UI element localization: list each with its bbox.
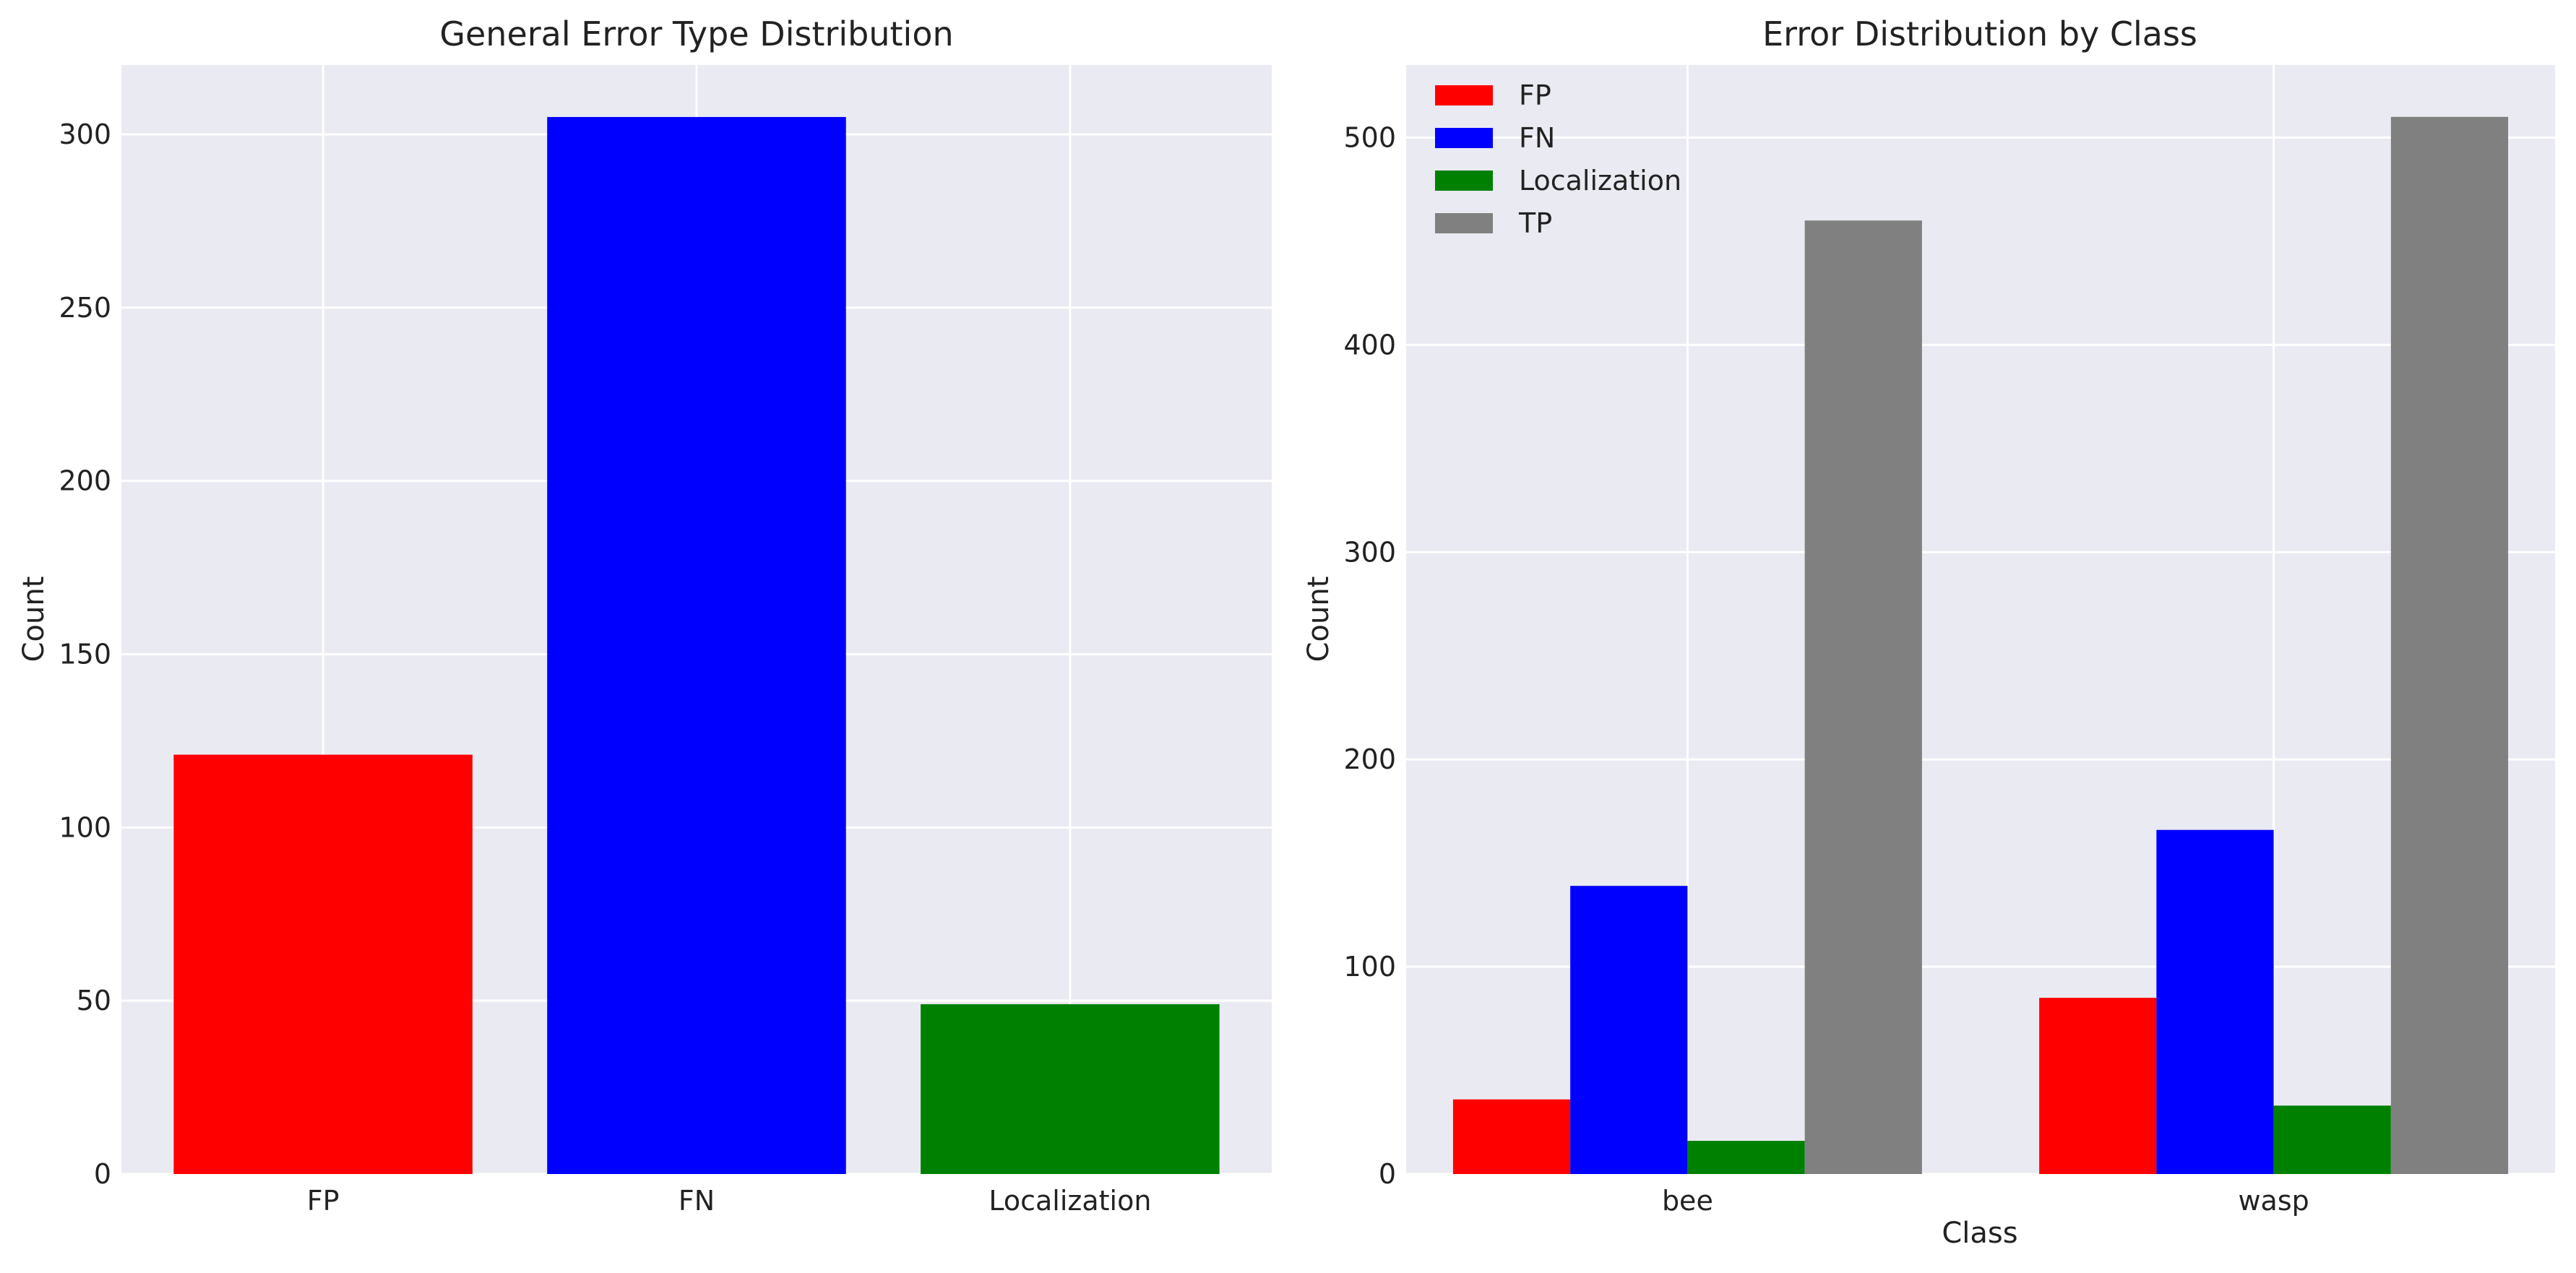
legend-label-fn: FN (1519, 122, 1555, 154)
bar-wasp-fp (2039, 998, 2157, 1174)
legend: FP FN Localization TP (1435, 79, 1681, 239)
bar-bee-localization (1687, 1141, 1805, 1174)
bar-wasp-tp (2390, 116, 2509, 1174)
y-tick-label: 150 (59, 638, 111, 670)
legend-label-localization: Localization (1519, 165, 1681, 197)
y-tick-labels: 0 50 100 150 200 250 300 (59, 118, 111, 1190)
chart-title: General Error Type Distribution (439, 14, 953, 53)
chart-title: Error Distribution by Class (1762, 14, 2197, 53)
chart-error-by-class: Error Distribution by Class 0 100 200 300 40… (1302, 14, 2555, 1250)
x-tick-label-fp: FP (307, 1185, 340, 1217)
bar-localization (921, 1004, 1220, 1174)
y-tick-label: 300 (59, 118, 111, 150)
y-axis-label: Count (17, 577, 51, 663)
x-tick-label-fn: FN (679, 1185, 715, 1217)
y-axis-label: Count (1302, 577, 1335, 663)
x-tick-label-bee: bee (1662, 1185, 1713, 1217)
y-tick-label: 200 (1343, 743, 1396, 775)
bar-wasp-fn (2156, 829, 2274, 1174)
y-tick-label: 200 (59, 465, 111, 497)
legend-swatch-fp (1435, 85, 1493, 105)
x-tick-labels: bee wasp (1662, 1185, 2309, 1217)
x-tick-label-wasp: wasp (2238, 1185, 2309, 1217)
legend-label-tp: TP (1518, 207, 1552, 239)
x-tick-labels: FP FN Localization (307, 1185, 1152, 1217)
bar-bee-fp (1452, 1099, 1571, 1174)
bar-fp (173, 754, 473, 1174)
y-tick-label: 400 (1343, 329, 1396, 361)
x-tick-label-localization: Localization (988, 1185, 1151, 1217)
y-tick-labels: 0 100 200 300 400 500 (1343, 121, 1396, 1190)
y-tick-label: 250 (59, 292, 111, 324)
y-tick-label: 500 (1343, 121, 1396, 153)
bar-wasp-localization (2273, 1105, 2391, 1174)
y-tick-label: 100 (1343, 951, 1396, 983)
bar-bee-tp (1804, 220, 1922, 1175)
legend-label-fp: FP (1519, 79, 1551, 111)
chart-general-error-type: General Error Type Distribution 0 50 100 15… (17, 14, 1272, 1217)
y-tick-label: 0 (1379, 1158, 1396, 1190)
bars (1452, 116, 2509, 1175)
y-tick-label: 300 (1343, 536, 1396, 568)
legend-swatch-tp (1435, 213, 1493, 233)
y-tick-label: 0 (94, 1158, 111, 1190)
legend-swatch-fn (1435, 128, 1493, 148)
y-tick-label: 100 (59, 811, 111, 843)
bars (173, 116, 1220, 1174)
x-axis-label: Class (1942, 1217, 2017, 1250)
bar-fn (547, 116, 846, 1174)
bar-bee-fn (1570, 886, 1688, 1174)
legend-swatch-localization (1435, 171, 1493, 191)
y-tick-label: 50 (77, 985, 111, 1017)
